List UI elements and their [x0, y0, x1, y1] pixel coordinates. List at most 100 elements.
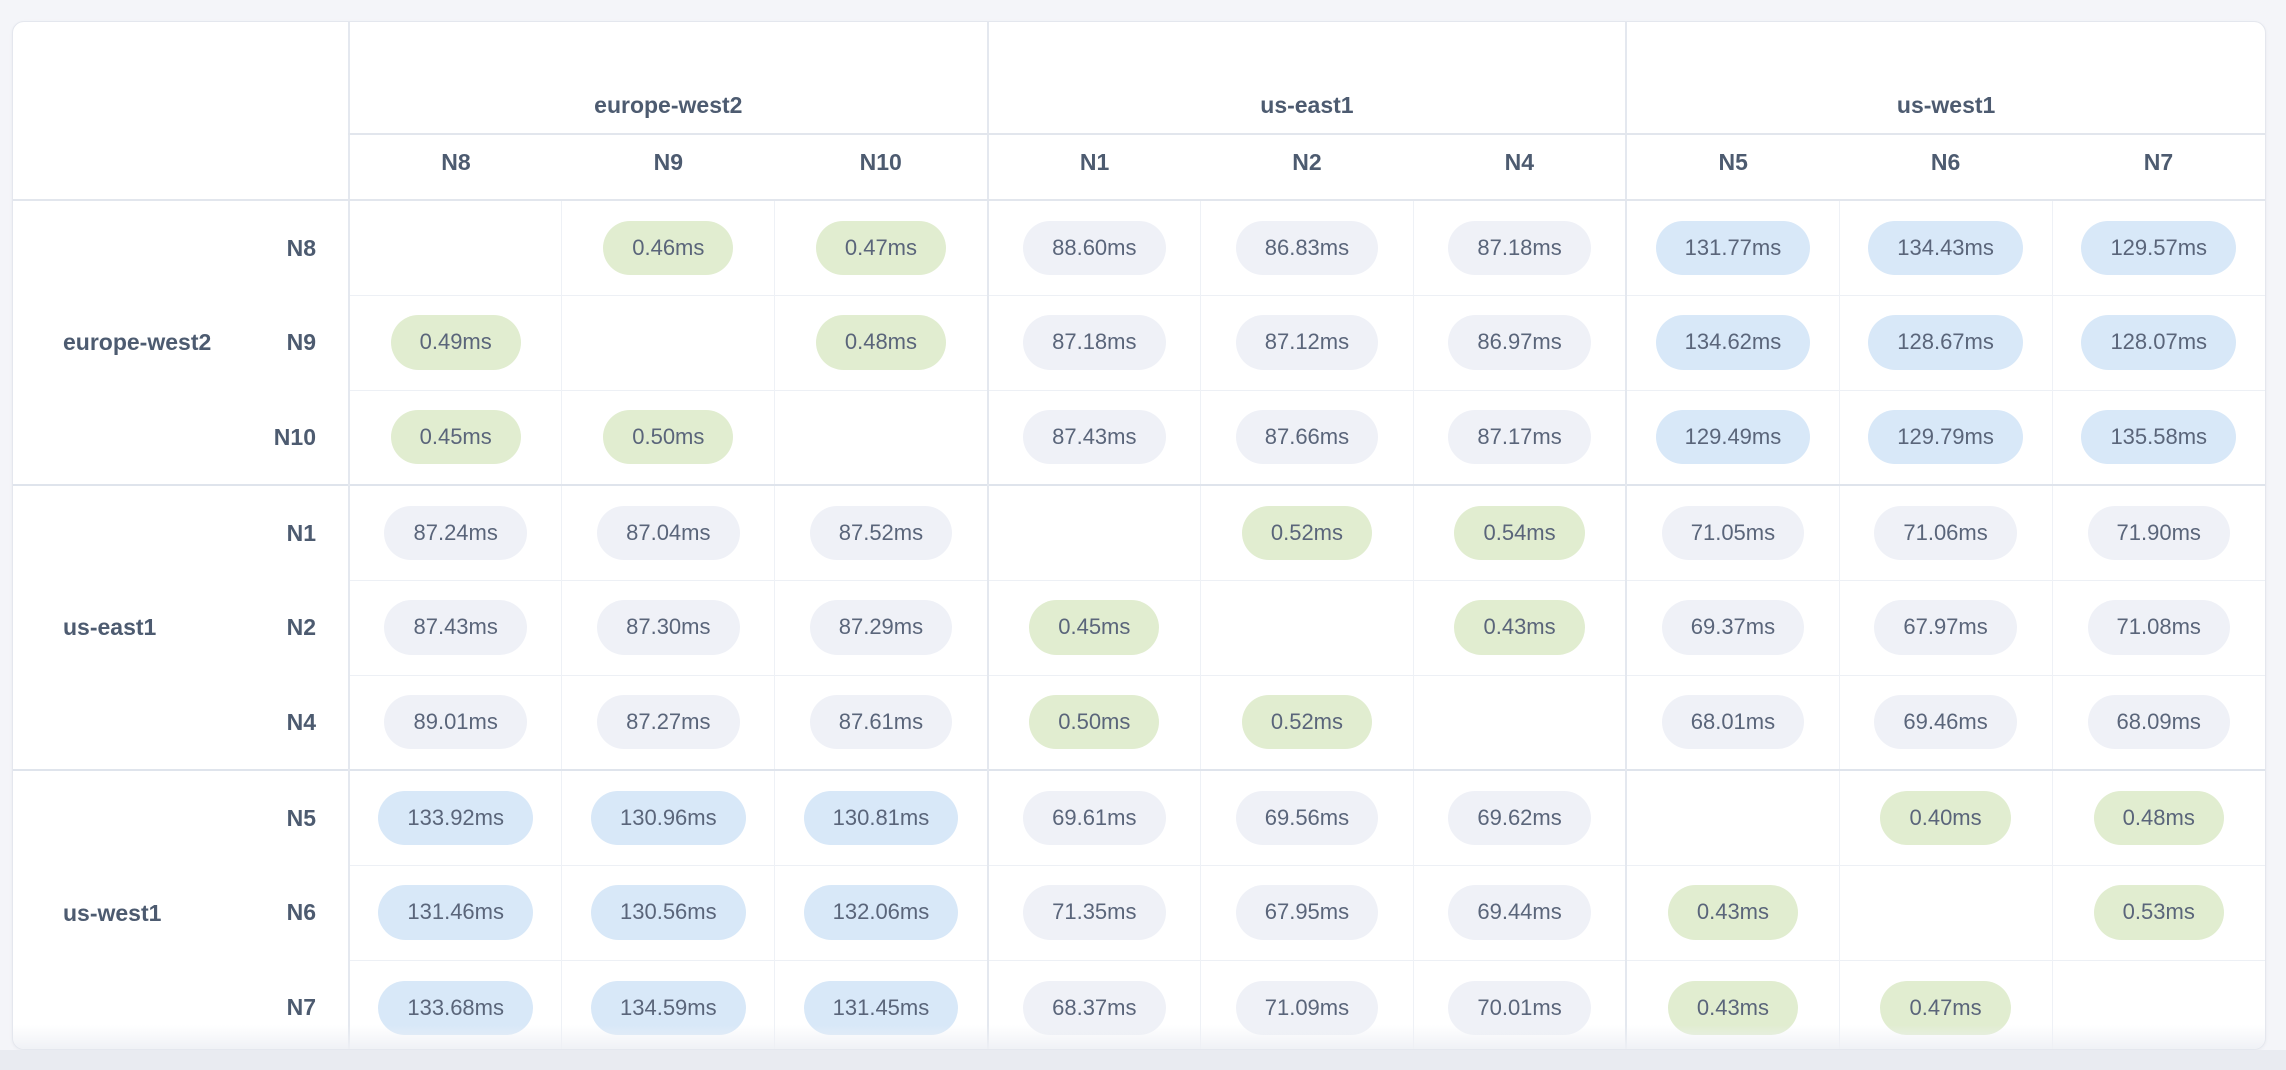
latency-pill-medium: 68.37ms [1023, 980, 1166, 1035]
row-region-label: us-east1 [13, 484, 225, 770]
latency-pill-medium: 69.62ms [1448, 790, 1591, 845]
row-node-label: N7 [286, 994, 316, 1020]
latency-pill-medium: 71.90ms [2087, 505, 2230, 560]
latency-cell: 131.77ms [1625, 200, 1840, 295]
latency-cell: 0.46ms [561, 200, 775, 295]
row-node-label: N4 [286, 708, 316, 735]
latency-pill-fast: 0.50ms [1029, 695, 1160, 750]
column-node-header: N5 [1625, 134, 1840, 201]
bottom-scrollbar-track[interactable] [0, 1050, 2286, 1070]
self-latency-cell [986, 484, 1201, 580]
latency-pill-medium: 71.35ms [1023, 885, 1166, 940]
latency-pill-medium: 87.17ms [1448, 410, 1591, 465]
latency-pill-fast: 0.46ms [603, 220, 734, 275]
latency-cell: 131.46ms [348, 864, 562, 960]
latency-cell: 68.37ms [986, 959, 1201, 1049]
latency-cell: 128.07ms [2051, 294, 2265, 390]
latency-cell: 130.96ms [561, 769, 775, 865]
column-region-header: us-east1 [986, 22, 1627, 135]
column-node-header: N2 [1200, 134, 1414, 201]
latency-cell: 0.49ms [348, 294, 562, 390]
latency-cell: 0.43ms [1412, 579, 1627, 675]
latency-cell: 71.35ms [986, 864, 1201, 960]
latency-pill-medium: 69.37ms [1661, 600, 1805, 655]
latency-pill-fast: 0.47ms [1880, 980, 2011, 1035]
latency-pill-fast: 0.52ms [1241, 505, 1373, 560]
row-node-label: N8 [286, 234, 316, 261]
latency-cell: 71.90ms [2051, 484, 2265, 580]
latency-pill-slow: 131.45ms [803, 980, 959, 1035]
row-node-label: N6 [286, 899, 316, 925]
latency-pill-fast: 0.49ms [390, 315, 521, 370]
latency-cell: 133.68ms [348, 959, 562, 1049]
latency-pill-medium: 87.43ms [384, 600, 527, 655]
latency-cell: 0.45ms [986, 579, 1201, 675]
latency-pill-medium: 70.01ms [1448, 980, 1591, 1035]
column-region-header: europe-west2 [348, 22, 988, 135]
column-region-header: us-west1 [1625, 22, 2265, 135]
latency-pill-medium: 69.46ms [1874, 695, 2017, 750]
latency-pill-medium: 69.61ms [1023, 790, 1166, 845]
latency-pill-medium: 87.30ms [597, 600, 740, 655]
latency-pill-fast: 0.45ms [1029, 600, 1160, 655]
self-latency-cell [1838, 864, 2052, 960]
row-node-label: N10 [273, 423, 316, 450]
latency-cell: 128.67ms [1838, 294, 2052, 390]
column-node-header: N4 [1413, 134, 1627, 201]
row-region-label: europe-west2 [63, 329, 212, 355]
latency-cell: 0.53ms [2051, 864, 2265, 960]
latency-pill-fast: 0.48ms [815, 315, 947, 370]
latency-cell: 0.48ms [2051, 769, 2265, 865]
self-latency-cell [774, 389, 988, 485]
row-node-label: N9 [286, 329, 316, 355]
latency-pill-medium: 87.18ms [1448, 220, 1591, 275]
row-node-label: N1 [225, 484, 349, 580]
latency-cell: 69.44ms [1412, 864, 1627, 960]
latency-cell: 0.47ms [774, 200, 988, 295]
latency-cell: 89.01ms [348, 674, 562, 770]
latency-cell: 132.06ms [774, 864, 988, 960]
latency-pill-slow: 130.56ms [591, 885, 746, 940]
column-node-header: N8 [348, 134, 562, 201]
column-node-header: N1 [986, 134, 1201, 201]
latency-cell: 87.43ms [348, 579, 562, 675]
latency-cell: 135.58ms [2051, 389, 2265, 485]
latency-cell: 87.04ms [561, 484, 775, 580]
latency-pill-medium: 69.44ms [1448, 885, 1591, 940]
latency-pill-slow: 134.62ms [1655, 315, 1811, 370]
latency-pill-fast: 0.52ms [1241, 695, 1373, 750]
latency-matrix-card: europe-west2 us-east1 us-west1 N8 N9 N10 N1 N2 N… [12, 21, 2266, 1050]
latency-cell: 130.56ms [561, 864, 775, 960]
latency-cell: 86.97ms [1412, 294, 1627, 390]
latency-pill-slow: 131.77ms [1655, 220, 1811, 275]
self-latency-cell [348, 200, 562, 295]
row-node-label: N2 [286, 614, 316, 640]
latency-cell: 87.30ms [561, 579, 775, 675]
latency-pill-fast: 0.48ms [2093, 790, 2224, 845]
latency-pill-fast: 0.54ms [1454, 505, 1585, 560]
latency-pill-medium: 69.56ms [1235, 790, 1379, 845]
latency-pill-fast: 0.45ms [390, 410, 521, 465]
latency-pill-fast: 0.43ms [1667, 980, 1799, 1035]
latency-cell: 71.09ms [1200, 959, 1414, 1049]
latency-pill-fast: 0.43ms [1454, 600, 1585, 655]
latency-cell: 0.48ms [774, 294, 988, 390]
matrix-corner-cell [13, 22, 349, 201]
latency-pill-slow: 130.81ms [803, 790, 959, 845]
latency-cell: 129.57ms [2051, 200, 2265, 295]
latency-pill-medium: 87.43ms [1023, 410, 1166, 465]
latency-cell: 86.83ms [1200, 200, 1414, 295]
latency-pill-medium: 87.24ms [384, 505, 527, 560]
latency-cell: 87.24ms [348, 484, 562, 580]
latency-pill-medium: 71.05ms [1661, 505, 1805, 560]
latency-cell: 133.92ms [348, 769, 562, 865]
column-node-header: N6 [1839, 134, 2052, 201]
latency-pill-medium: 87.66ms [1235, 410, 1379, 465]
self-latency-cell [561, 294, 775, 390]
latency-cell: 87.18ms [986, 294, 1201, 390]
latency-cell: 69.61ms [986, 769, 1201, 865]
latency-pill-medium: 87.61ms [809, 695, 953, 750]
latency-cell: 87.18ms [1412, 200, 1627, 295]
latency-pill-medium: 86.83ms [1235, 220, 1379, 275]
latency-pill-medium: 88.60ms [1023, 220, 1166, 275]
